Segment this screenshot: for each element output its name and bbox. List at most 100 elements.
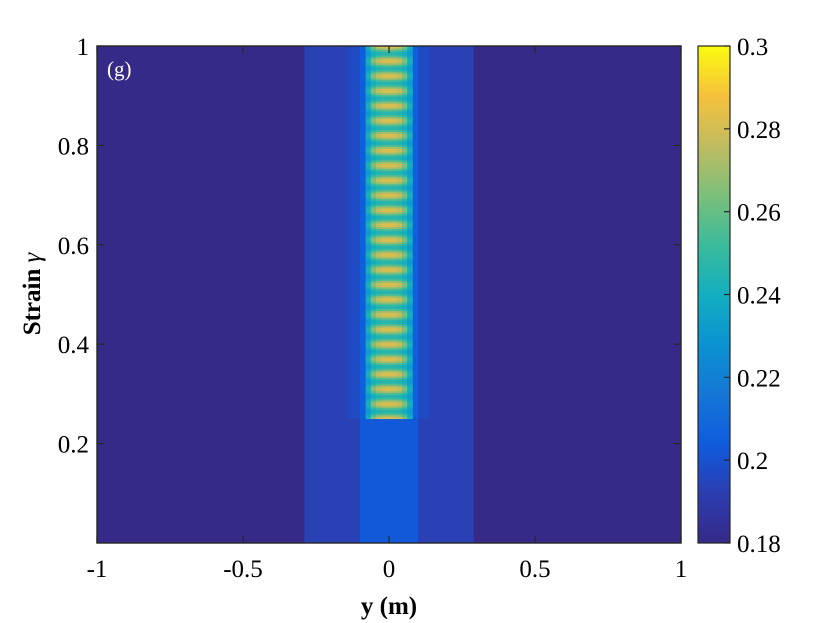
shear-band-cell bbox=[381, 109, 387, 112]
shear-band-cell bbox=[407, 403, 413, 407]
shear-band-cell bbox=[391, 211, 398, 215]
shear-band-cell bbox=[386, 155, 392, 159]
shear-band-cell bbox=[407, 299, 413, 302]
shear-band-cell bbox=[401, 356, 408, 360]
shear-band-cell bbox=[381, 312, 387, 315]
shear-band-cell bbox=[391, 310, 398, 313]
shear-band-cell bbox=[401, 332, 408, 336]
shear-band-cell bbox=[365, 384, 372, 388]
shear-band-cell bbox=[365, 327, 372, 330]
shear-band-cell bbox=[401, 174, 408, 177]
shear-band-cell bbox=[376, 232, 382, 235]
shear-band-cell bbox=[376, 237, 382, 241]
shear-band-cell bbox=[365, 366, 372, 369]
shear-band-cell bbox=[396, 90, 403, 93]
shear-band-cell bbox=[370, 73, 377, 77]
shear-band-cell bbox=[370, 204, 377, 207]
shear-band-cell bbox=[381, 403, 387, 407]
shear-band-cell bbox=[391, 362, 398, 366]
shear-band-cell bbox=[370, 68, 377, 71]
shear-band-cell bbox=[370, 77, 377, 80]
shear-band-cell bbox=[370, 131, 377, 134]
shear-band-cell bbox=[381, 353, 387, 356]
shear-band-cell bbox=[365, 260, 372, 263]
shear-band-cell bbox=[401, 289, 408, 293]
shear-band-cell bbox=[407, 394, 413, 397]
shear-band-cell bbox=[370, 161, 377, 164]
shear-band-cell bbox=[381, 366, 387, 369]
shear-band-cell bbox=[365, 120, 372, 123]
shear-band-cell bbox=[370, 342, 377, 345]
shear-band-cell bbox=[365, 129, 372, 133]
shear-band-cell bbox=[381, 299, 387, 302]
shear-band-cell bbox=[370, 118, 377, 121]
shear-band-cell bbox=[376, 319, 382, 323]
shear-band-cell bbox=[407, 166, 413, 170]
shear-band-cell bbox=[365, 183, 372, 187]
shear-band-cell bbox=[401, 364, 408, 367]
shear-band-cell bbox=[365, 196, 372, 200]
shear-band-cell bbox=[391, 330, 398, 334]
shear-band-cell bbox=[386, 107, 392, 110]
shear-band-cell bbox=[401, 349, 408, 352]
shear-band-cell bbox=[381, 110, 387, 114]
shear-band-cell bbox=[376, 396, 382, 399]
shear-band-cell bbox=[386, 315, 392, 319]
shear-band-cell bbox=[376, 135, 382, 138]
shear-band-cell bbox=[391, 319, 398, 323]
shear-band-cell bbox=[376, 410, 382, 414]
shear-band-cell bbox=[391, 198, 398, 201]
shear-band-cell bbox=[396, 82, 403, 86]
shear-band-cell bbox=[370, 174, 377, 177]
shear-band-cell bbox=[370, 394, 377, 397]
shear-band-cell bbox=[365, 127, 372, 131]
shear-band-cell bbox=[401, 282, 408, 285]
shear-band-cell bbox=[376, 189, 382, 192]
shear-band-cell bbox=[381, 62, 387, 65]
shear-band-cell bbox=[365, 82, 372, 86]
shear-band-cell bbox=[407, 215, 413, 218]
shear-band-cell bbox=[407, 248, 413, 252]
shear-band-cell bbox=[391, 328, 398, 332]
shear-band-cell bbox=[365, 224, 372, 228]
shear-band-cell bbox=[401, 330, 408, 334]
shear-band-cell bbox=[407, 265, 413, 269]
shear-band-cell bbox=[381, 342, 387, 345]
shear-band-cell bbox=[376, 405, 382, 408]
shear-band-cell bbox=[365, 273, 372, 276]
shear-band-cell bbox=[396, 364, 403, 367]
shear-band-cell bbox=[391, 356, 398, 360]
shear-band-cell bbox=[381, 120, 387, 123]
shear-band-cell bbox=[381, 392, 387, 395]
shear-band-cell bbox=[407, 267, 413, 270]
shear-band-cell bbox=[396, 410, 403, 414]
shear-band-cell bbox=[365, 159, 372, 162]
shear-band-cell bbox=[370, 263, 377, 267]
shear-band-cell bbox=[386, 179, 392, 183]
shear-band-cell bbox=[391, 56, 398, 60]
shear-band-cell bbox=[381, 176, 387, 179]
shear-band-cell bbox=[381, 381, 387, 384]
shear-band-cell bbox=[370, 347, 377, 351]
shear-band-cell bbox=[391, 299, 398, 302]
shear-band-cell bbox=[396, 401, 403, 405]
shear-band-cell bbox=[401, 144, 408, 147]
shear-band-cell bbox=[386, 92, 392, 95]
shear-band-cell bbox=[376, 170, 382, 174]
shear-band-cell bbox=[401, 358, 408, 362]
shear-band-cell bbox=[381, 151, 387, 155]
shear-band-cell bbox=[381, 224, 387, 228]
shear-band-cell bbox=[391, 66, 398, 69]
shear-band-cell bbox=[365, 383, 372, 386]
shear-band-cell bbox=[401, 66, 408, 69]
shear-band-cell bbox=[365, 112, 372, 116]
shear-band-cell bbox=[365, 209, 372, 213]
shear-band-cell bbox=[376, 153, 382, 157]
shear-band-cell bbox=[407, 153, 413, 157]
shear-band-cell bbox=[396, 215, 403, 218]
shear-band-cell bbox=[401, 205, 408, 209]
shear-band-cell bbox=[365, 403, 372, 407]
shear-band-cell bbox=[396, 261, 403, 265]
shear-band-cell bbox=[381, 125, 387, 129]
shear-band-cell bbox=[365, 118, 372, 121]
